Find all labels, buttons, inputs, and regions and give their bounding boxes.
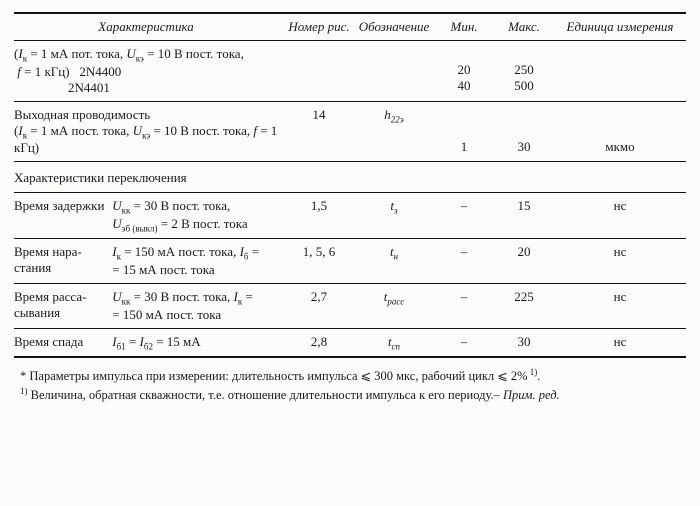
fall-fig: 2,8	[284, 334, 354, 350]
rule-2	[14, 161, 686, 162]
delay-max: 15	[494, 198, 554, 214]
conductance-max: 30	[494, 107, 554, 155]
storage-max: 225	[494, 289, 554, 305]
rise-sym: tн	[354, 244, 434, 262]
rule-1	[14, 101, 686, 102]
delay-min: –	[434, 198, 494, 214]
hdr-char: Характеристика	[14, 19, 284, 35]
storage-fig: 2,7	[284, 289, 354, 305]
rise-cond: Iк = 150 мА пост. тока, Iб == 15 мА пост…	[112, 244, 277, 278]
hfe-max: 250500	[494, 46, 554, 94]
hdr-fig: Номер рис.	[284, 19, 354, 35]
storage-char: Время расса-сывания Uкк = 30 В пост. ток…	[14, 289, 284, 323]
section-switching: Характеристики переключения	[14, 164, 686, 190]
fall-cond: Iб1 = Iб2 = 15 мА	[112, 334, 277, 352]
rise-min: –	[434, 244, 494, 260]
storage-sym: tрасс	[354, 289, 434, 307]
footnote-1: 1) Величина, обратная скважности, т.е. о…	[20, 385, 680, 404]
rule-header-bottom	[14, 40, 686, 41]
rule-bottom	[14, 356, 686, 358]
fall-sym: tсп	[354, 334, 434, 352]
rule-4	[14, 238, 686, 239]
fall-unit: нс	[554, 334, 686, 350]
storage-cond: Uкк = 30 В пост. тока, Iк == 150 мА пост…	[112, 289, 277, 323]
conductance-title: Выходная проводимость	[14, 107, 150, 122]
storage-unit: нс	[554, 289, 686, 305]
row-conductance: Выходная проводимость (Iк = 1 мА пост. т…	[14, 104, 686, 160]
rule-3	[14, 192, 686, 193]
row-storage: Время расса-сывания Uкк = 30 В пост. ток…	[14, 286, 686, 326]
delay-fig: 1,5	[284, 198, 354, 214]
fall-max: 30	[494, 334, 554, 350]
row-rise: Время нара-стания Iк = 150 мА пост. тока…	[14, 241, 686, 281]
rule-6	[14, 328, 686, 329]
delay-cond: Uкк = 30 В пост. тока, Uэб (выкл) = 2 В …	[112, 198, 277, 233]
conductance-char: Выходная проводимость (Iк = 1 мА пост. т…	[14, 107, 284, 157]
row-delay: Время задержки Uкк = 30 В пост. тока, Uэ…	[14, 195, 686, 236]
hdr-max: Макс.	[494, 19, 554, 35]
storage-name: Время расса-сывания	[14, 289, 109, 321]
rise-fig: 1, 5, 6	[284, 244, 354, 260]
hdr-unit: Единица измерения	[554, 19, 686, 35]
rule-5	[14, 283, 686, 284]
rule-top	[14, 12, 686, 14]
rise-char: Время нара-стания Iк = 150 мА пост. тока…	[14, 244, 284, 278]
fall-name: Время спада	[14, 334, 109, 350]
row-hfe-cond: (Iк = 1 мА пот. тока, Uкэ = 10 В пост. т…	[14, 43, 686, 99]
rise-max: 20	[494, 244, 554, 260]
storage-min: –	[434, 289, 494, 305]
hdr-min: Мин.	[434, 19, 494, 35]
row-fall: Время спада Iб1 = Iб2 = 15 мА 2,8 tсп – …	[14, 331, 686, 355]
footnote-asterisk: * Параметры импульса при измерении: длит…	[20, 366, 680, 385]
delay-char: Время задержки Uкк = 30 В пост. тока, Uэ…	[14, 198, 284, 233]
fall-min: –	[434, 334, 494, 350]
conductance-sym: h22э	[354, 107, 434, 125]
rise-name: Время нара-стания	[14, 244, 109, 276]
conductance-min: 1	[434, 107, 494, 155]
conductance-unit: мкмо	[554, 107, 686, 155]
conductance-fig: 14	[284, 107, 354, 123]
hfe-min: 2040	[434, 46, 494, 94]
delay-sym: tз	[354, 198, 434, 216]
hdr-sym: Обозначение	[354, 19, 434, 35]
header-row: Характеристика Номер рис. Обозначение Ми…	[14, 16, 686, 38]
delay-name: Время задержки	[14, 198, 109, 214]
footnotes: * Параметры импульса при измерении: длит…	[14, 360, 686, 404]
delay-unit: нс	[554, 198, 686, 214]
rise-unit: нс	[554, 244, 686, 260]
fall-char: Время спада Iб1 = Iб2 = 15 мА	[14, 334, 284, 352]
hfe-cond: (Iк = 1 мА пот. тока, Uкэ = 10 В пост. т…	[14, 46, 284, 96]
spec-table: Характеристика Номер рис. Обозначение Ми…	[14, 12, 686, 404]
